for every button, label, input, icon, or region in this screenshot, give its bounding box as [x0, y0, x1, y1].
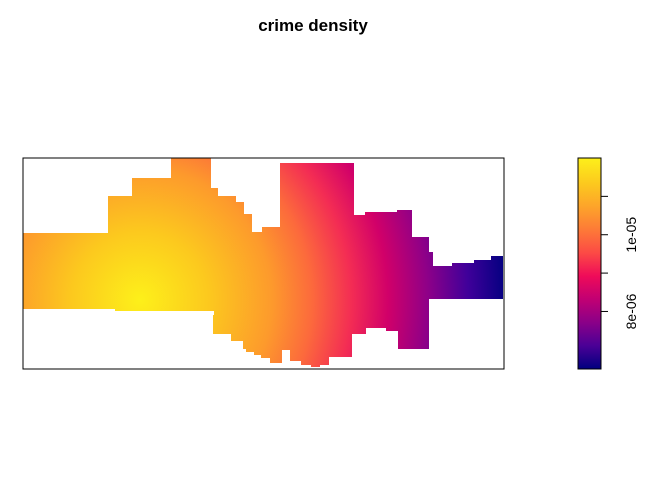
plot-frame: [22, 157, 505, 370]
legend-tick-label-0: 8e-06: [623, 293, 639, 329]
density-map: [22, 157, 505, 370]
colorbar: [577, 157, 602, 370]
chart-title: crime density: [258, 16, 368, 35]
color-legend: 8e-06 1e-05: [577, 157, 639, 370]
legend-tick-label-2: 1e-05: [623, 217, 639, 253]
density-surface: [23, 158, 503, 367]
